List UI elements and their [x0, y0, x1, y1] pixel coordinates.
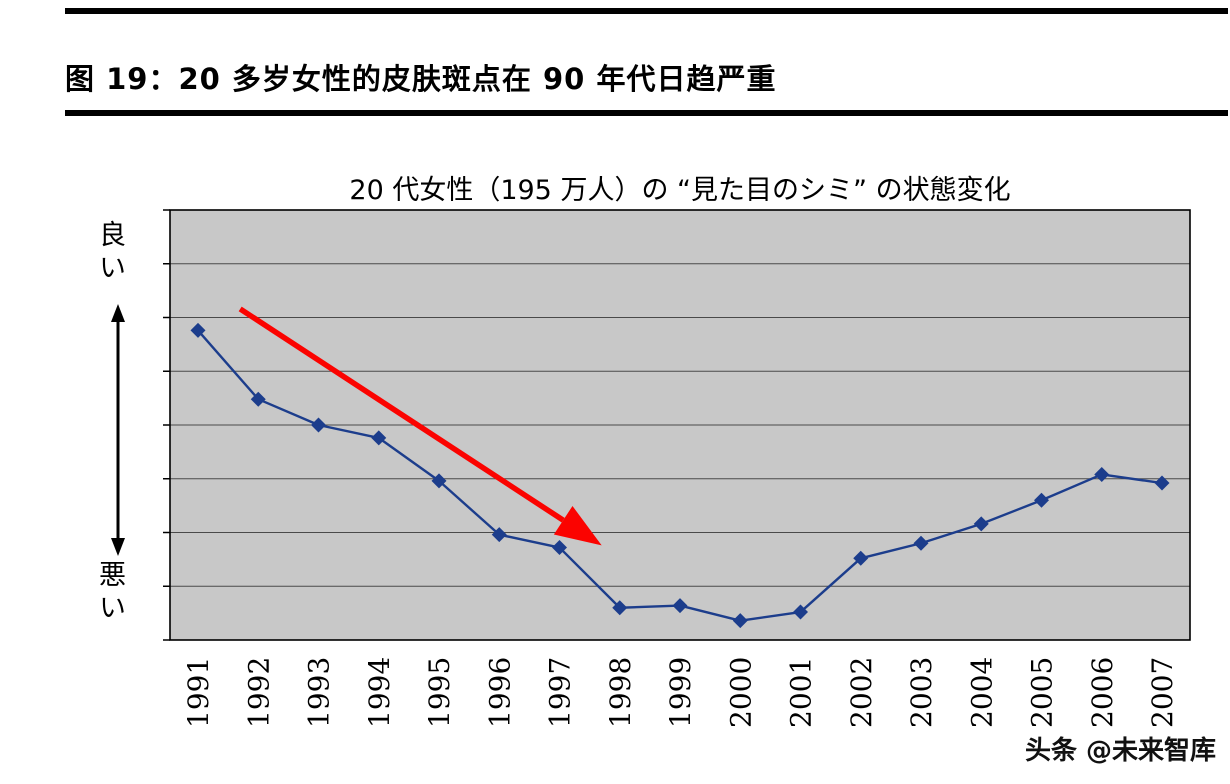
x-tick-label: 2007	[1146, 657, 1179, 728]
x-tick-label: 2004	[965, 657, 998, 728]
x-tick-label: 1995	[423, 657, 456, 728]
chart-plot: 1991 1992 1993 1994 1995 1996 1997 1998 1999 2000…	[163, 209, 1191, 728]
y-axis-label-good: 良い	[94, 220, 125, 286]
x-tick-label: 2002	[845, 657, 878, 728]
x-tick-label: 1999	[664, 657, 697, 728]
trend-arrow-shaft	[238, 306, 565, 523]
top-divider	[65, 8, 1228, 14]
data-point-1999	[672, 598, 688, 614]
plot-border	[169, 209, 1191, 641]
figure-title: 图 19：20 多岁女性的皮肤斑点在 90 年代日趋严重	[65, 62, 777, 96]
x-tick-label: 2001	[785, 657, 818, 728]
data-point-2005	[1034, 492, 1049, 508]
data-point-1994	[371, 430, 387, 446]
data-point-1993	[311, 417, 326, 433]
x-tick-label: 2000	[724, 657, 757, 728]
trend-arrow-head	[553, 505, 602, 546]
chart-title: 20 代女性（195 万人）の “見た目のシミ” の状態変化	[349, 175, 1011, 206]
x-tick-label: 1998	[604, 657, 637, 728]
data-point-2000	[732, 613, 748, 629]
data-point-1996	[491, 527, 507, 543]
data-point-1998	[612, 600, 628, 616]
data-point-2003	[913, 535, 929, 551]
x-tick-label: 1993	[303, 657, 336, 728]
x-tick-label: 1992	[242, 657, 275, 728]
x-tick-label: 1996	[483, 657, 516, 728]
title-divider	[65, 110, 1228, 116]
x-tick-label: 2003	[905, 657, 938, 728]
y-axis-double-arrow-icon	[111, 304, 125, 556]
x-tick-label: 1994	[363, 657, 396, 728]
x-tick-label: 2005	[1026, 657, 1059, 728]
data-point-2006	[1094, 466, 1110, 482]
x-tick-label: 1997	[544, 657, 577, 728]
data-point-2004	[973, 516, 989, 532]
data-point-1991	[190, 322, 206, 338]
data-point-2001	[793, 604, 808, 620]
x-tick-label: 1991	[182, 657, 215, 728]
data-point-2007	[1154, 475, 1170, 491]
data-point-1995	[431, 473, 447, 489]
data-point-2002	[853, 550, 869, 566]
data-point-1997	[552, 540, 567, 556]
watermark: 头条 @未来智库	[1025, 736, 1217, 766]
data-point-1992	[250, 391, 266, 407]
y-axis-label-bad: 悪い	[94, 560, 125, 626]
x-tick-label: 2006	[1086, 657, 1119, 728]
